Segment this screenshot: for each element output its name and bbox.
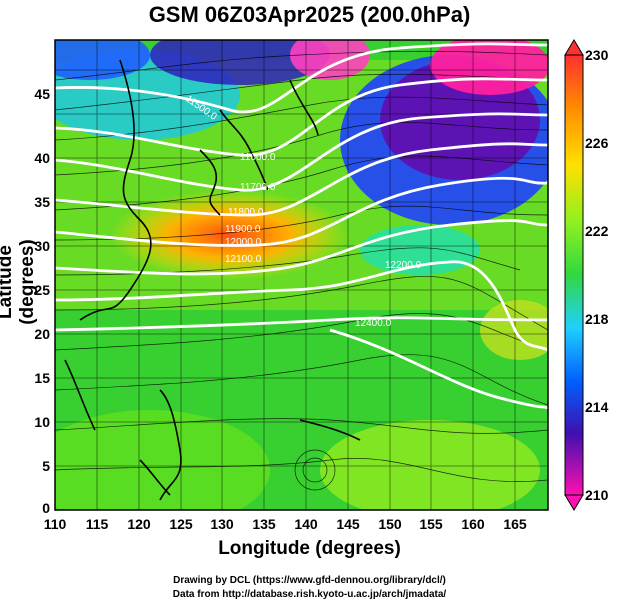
colorbar-tick: 230	[585, 47, 609, 63]
x-tick: 145	[336, 516, 360, 532]
plot-frame	[54, 39, 549, 511]
y-tick: 30	[34, 238, 50, 254]
contour-label: 11800.0	[228, 207, 264, 218]
contour-label: 12000.0	[225, 237, 262, 248]
wind-streamlines	[55, 50, 548, 491]
x-tick: 120	[127, 516, 151, 532]
x-tick: 110	[43, 516, 67, 532]
x-tick: 160	[461, 516, 485, 532]
credit-data-source: Data from http://database.rish.kyoto-u.a…	[172, 589, 447, 600]
y-tick: 35	[34, 194, 50, 210]
y-tick: 20	[34, 326, 50, 342]
credit-drawing: Drawing by DCL (https://www.gfd-dennou.o…	[173, 575, 446, 586]
y-tick: 25	[34, 282, 50, 298]
y-tick: 45	[34, 86, 50, 102]
contour-label: 12200.0	[385, 260, 422, 271]
contour-label: 11600.0	[240, 152, 276, 163]
colorbar-max-arrow	[564, 39, 584, 56]
x-tick: 115	[85, 516, 109, 532]
grid-lines	[55, 40, 548, 510]
y-tick: 0	[42, 500, 50, 516]
coastlines	[64, 59, 361, 501]
contour-label: 12400.0	[355, 318, 392, 329]
x-axis-label: Longitude (degrees)	[218, 538, 401, 559]
colorbar-tick: 222	[585, 223, 609, 239]
colorbar-tick: 226	[585, 135, 609, 151]
x-tick: 130	[210, 516, 234, 532]
x-tick: 140	[294, 516, 318, 532]
y-tick: 40	[34, 150, 50, 166]
x-tick: 165	[503, 516, 527, 532]
y-axis-label: Latitude (degrees)	[0, 239, 38, 325]
x-tick: 135	[252, 516, 276, 532]
height-contours	[55, 42, 548, 410]
colorbar	[564, 54, 584, 496]
x-tick: 125	[169, 516, 193, 532]
contour-label: 11900.0	[225, 224, 261, 235]
contour-label: 11700.0	[240, 182, 276, 193]
colorbar-min-arrow	[564, 494, 584, 511]
colorbar-tick: 210	[585, 487, 609, 503]
y-tick: 5	[42, 458, 50, 474]
y-tick: 15	[34, 370, 50, 386]
contour-label: 12100.0	[225, 254, 262, 265]
y-tick: 10	[34, 414, 50, 430]
x-tick: 155	[419, 516, 443, 532]
chart-title: GSM 06Z03Apr2025 (200.0hPa)	[148, 2, 471, 27]
colorbar-tick: 214	[585, 399, 609, 415]
x-tick: 150	[378, 516, 402, 532]
shaded-field	[55, 40, 548, 510]
colorbar-tick: 218	[585, 311, 609, 327]
